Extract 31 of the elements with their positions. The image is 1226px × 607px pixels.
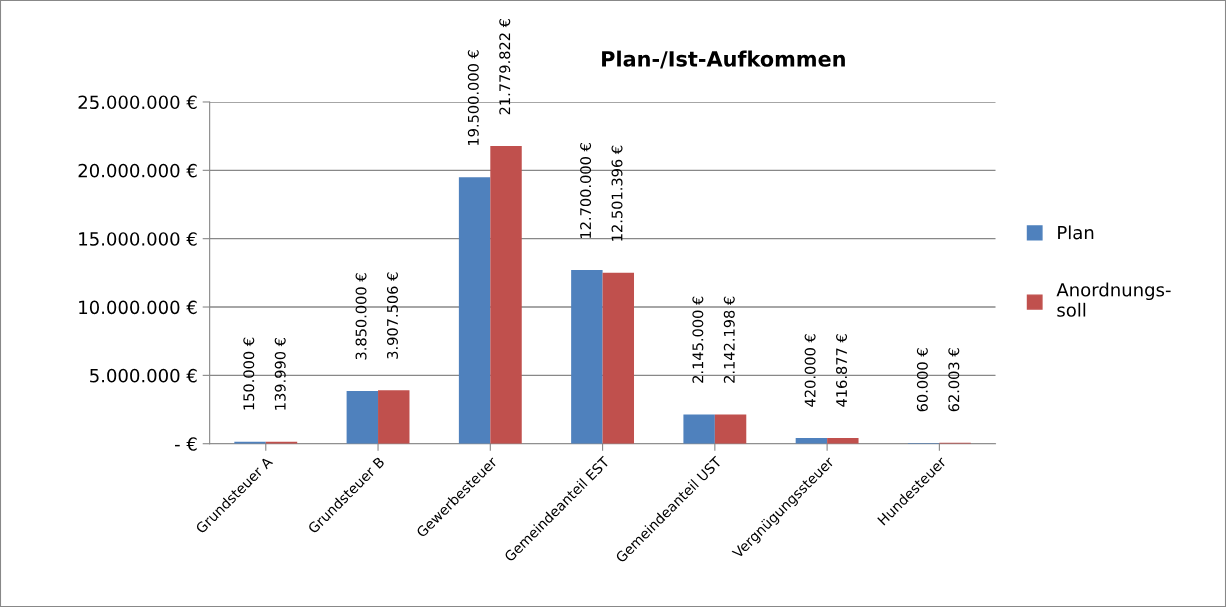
data-label: 2.142.198 € (723, 296, 735, 383)
data-label: 60.000 € (916, 348, 928, 412)
data-label: 19.500.000 € (467, 50, 479, 145)
data-label: 2.145.000 € (692, 296, 704, 383)
data-label: 62.003 € (948, 348, 960, 412)
y-tick-label: 25.000.000 € (78, 95, 197, 110)
data-label: 3.850.000 € (355, 273, 367, 360)
bar (714, 414, 747, 444)
y-tick-label: 15.000.000 € (79, 232, 197, 246)
y-tick-label: - € (174, 437, 197, 451)
y-tick-label: 5.000.000 € (90, 368, 197, 383)
data-label: 3.907.506 € (386, 272, 398, 359)
chart-title: Plan-/Ist-Aufkommen (602, 50, 845, 69)
bar (346, 391, 379, 444)
y-tick-label: 20.000.000 € (78, 163, 197, 178)
bar (602, 272, 635, 444)
legend-label: Plan (1058, 225, 1094, 240)
data-label: 416.877 € (836, 334, 848, 407)
data-label: 420.000 € (804, 334, 816, 407)
bar (378, 390, 410, 444)
bar (571, 270, 603, 444)
y-tick-label: 10.000.000 € (79, 300, 197, 315)
legend-label: Anordnungs- soll (1056, 282, 1171, 317)
data-label: 139.990 € (274, 338, 286, 410)
bar (458, 177, 491, 444)
data-label: 150.000 € (243, 337, 255, 410)
bar (683, 414, 715, 444)
data-label: 21.779.822 € (499, 19, 511, 115)
data-label: 12.700.000 € (580, 143, 592, 238)
bar (490, 145, 522, 444)
data-label: 12.501.396 € (611, 145, 623, 241)
